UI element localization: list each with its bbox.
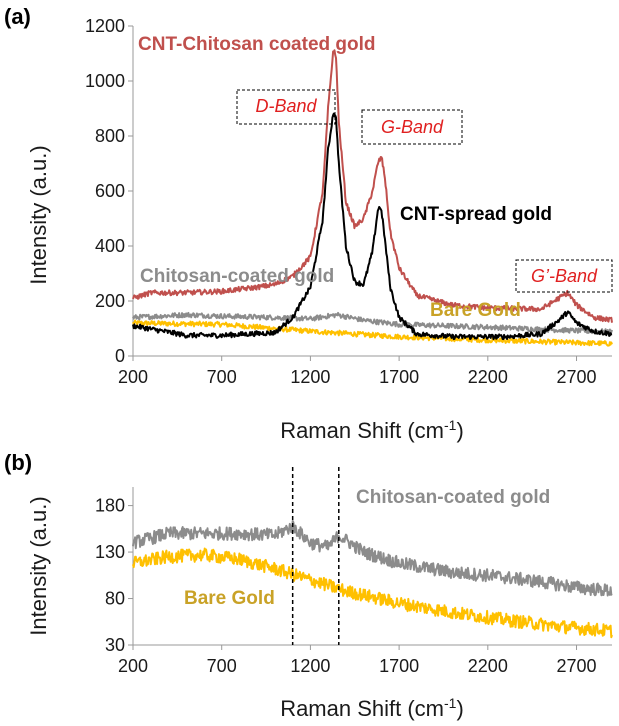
x-tick-label: 700 [207, 367, 237, 387]
y-tick-label: 600 [95, 181, 125, 201]
y-tick-label: 200 [95, 291, 125, 311]
g-band-box [361, 109, 463, 145]
series-line-cnt-chitosan-coated-gold [132, 49, 613, 323]
series-line-cnt-spread-gold [132, 112, 613, 341]
x-tick-label: 1200 [290, 656, 330, 676]
y-tick-label: 30 [105, 635, 125, 655]
series-line-bare-gold [132, 319, 613, 347]
panel-a-x-axis-title: Raman Shift (cm-1) [280, 417, 464, 443]
panel-a-y-ticks: 0 200 400 600 800 1000 1200 [85, 16, 133, 366]
panel-label-a: (a) [4, 4, 31, 29]
label-bare-gold: Bare Gold [430, 300, 521, 321]
series-line-chitosan-coated-gold [132, 311, 613, 335]
panel-label-b: (b) [4, 450, 32, 475]
y-tick-label: 800 [95, 126, 125, 146]
x-tick-label: 700 [207, 656, 237, 676]
y-tick-label: 80 [105, 589, 125, 609]
x-tick-label: 2700 [556, 367, 596, 387]
y-tick-label: 0 [115, 346, 125, 366]
x-tick-label: 200 [118, 656, 148, 676]
label-cnt-spread-gold: CNT-spread gold [400, 204, 552, 225]
panel-a-y-axis-title: Intensity (a.u.) [26, 145, 51, 284]
g-band-label: G-Band [381, 117, 444, 137]
panel-b-y-ticks: 30 80 130 180 [95, 496, 133, 655]
series-line-bare-gold [132, 547, 613, 639]
label-b-bare-gold: Bare Gold [184, 588, 275, 609]
panel-a-series-group [132, 49, 613, 347]
y-tick-label: 180 [95, 496, 125, 516]
x-tick-label: 1700 [379, 656, 419, 676]
x-tick-label: 2200 [468, 367, 508, 387]
x-tick-label: 1700 [379, 367, 419, 387]
panel-b-reference-lines [291, 467, 340, 645]
y-tick-label: 130 [95, 542, 125, 562]
g-prime-band-box [515, 259, 613, 293]
panel-a-x-ticks: 200 700 1200 1700 2200 2700 [118, 356, 597, 387]
y-tick-label: 1000 [85, 71, 125, 91]
series-line-chitosan-coated-gold [132, 520, 613, 597]
x-tick-label: 200 [118, 367, 148, 387]
panel-b-x-ticks: 200 700 1200 1700 2200 2700 [118, 645, 597, 676]
label-cnt-chitosan-coated-gold: CNT-Chitosan coated gold [138, 34, 376, 55]
label-chitosan-coated-gold: Chitosan-coated gold [140, 266, 334, 287]
panel-b-y-axis-title: Intensity (a.u.) [26, 496, 51, 635]
panel-b: (b) 30 80 130 180 200 700 1200 1700 2200 2700 In… [4, 450, 613, 721]
y-tick-label: 400 [95, 236, 125, 256]
label-b-chitosan-coated-gold: Chitosan-coated gold [356, 487, 550, 508]
x-tick-label: 1200 [290, 367, 330, 387]
panel-b-series-group [132, 520, 613, 639]
g-prime-band-label: G’-Band [531, 266, 598, 286]
d-band-label: D-Band [255, 96, 317, 116]
d-band-box [236, 89, 336, 125]
x-tick-label: 2700 [556, 656, 596, 676]
y-tick-label: 1200 [85, 16, 125, 36]
x-tick-label: 2200 [468, 656, 508, 676]
panel-b-x-axis-title: Raman Shift (cm-1) [280, 695, 464, 721]
